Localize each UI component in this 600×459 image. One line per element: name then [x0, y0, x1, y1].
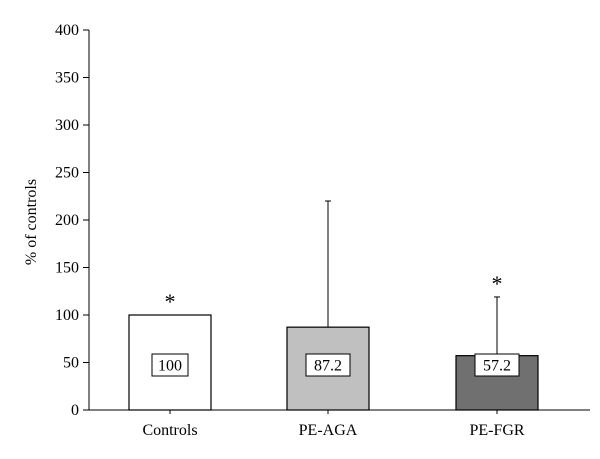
- y-tick-label: 250: [55, 165, 79, 182]
- y-tick-label: 0: [71, 402, 79, 419]
- x-tick-label: Controls: [142, 422, 197, 439]
- data-label: 57.2: [483, 358, 511, 375]
- significance-marker: *: [165, 289, 176, 314]
- y-axis: 0 50 100 150 200 250 300 350 400: [55, 22, 90, 419]
- y-axis-title: % of controls: [23, 179, 40, 265]
- data-label: 87.2: [314, 358, 342, 375]
- y-tick-label: 50: [63, 355, 79, 372]
- y-tick-label: 100: [55, 307, 79, 324]
- y-tick-label: 200: [55, 212, 79, 229]
- y-tick-label: 400: [55, 22, 79, 39]
- y-tick-label: 350: [55, 70, 79, 87]
- data-label-box: [305, 353, 351, 377]
- y-tick-label: 300: [55, 117, 79, 134]
- x-tick-label: PE-FGR: [469, 422, 524, 439]
- data-label-box: [474, 353, 520, 377]
- bars: 100 * 87.2 57.2 *: [128, 200, 539, 411]
- data-label-box: [151, 353, 189, 377]
- x-tick-label: PE-AGA: [299, 422, 358, 439]
- y-tick-label: 150: [55, 260, 79, 277]
- data-label: 100: [158, 358, 182, 375]
- significance-marker: *: [492, 271, 503, 296]
- x-axis: Controls PE-AGA PE-FGR: [89, 409, 590, 439]
